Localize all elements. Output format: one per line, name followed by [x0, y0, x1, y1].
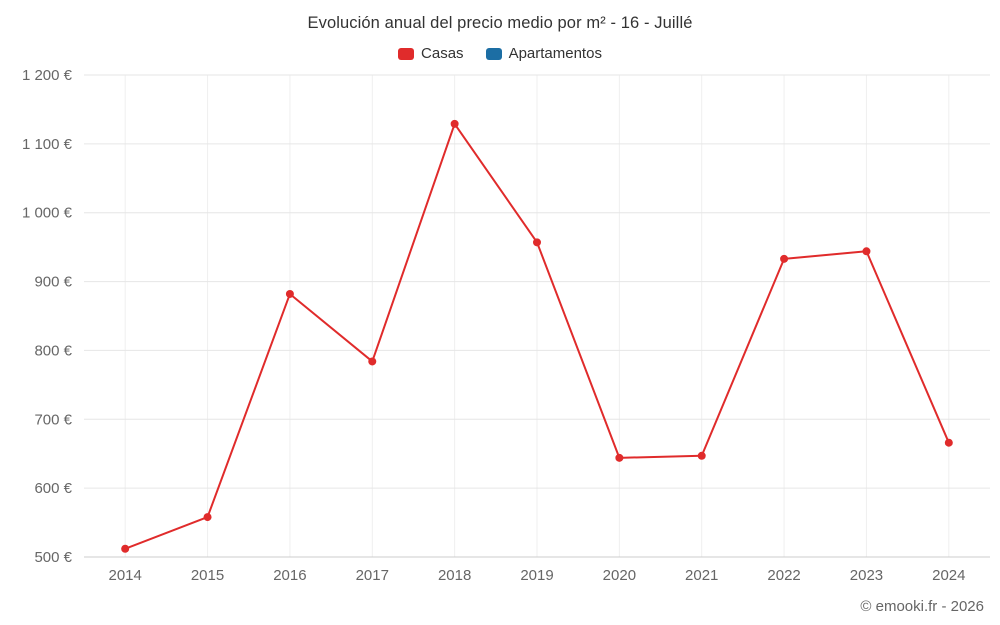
legend-label-casas: Casas — [421, 45, 464, 62]
y-axis-label: 800 € — [34, 342, 72, 359]
legend-swatch-casas — [398, 47, 415, 60]
data-point-casas[interactable] — [862, 247, 871, 256]
y-axis-label: 500 € — [34, 549, 72, 566]
data-point-casas[interactable] — [697, 451, 706, 460]
x-axis-label: 2014 — [108, 567, 141, 584]
x-axis-label: 2016 — [273, 567, 306, 584]
chart-credit: © emooki.fr - 2026 — [860, 598, 984, 615]
y-axis-label: 700 € — [34, 411, 72, 428]
x-axis-label: 2017 — [356, 567, 389, 584]
y-axis-label: 1 100 € — [22, 136, 73, 153]
data-point-casas[interactable] — [533, 238, 541, 247]
y-axis-label: 900 € — [34, 274, 72, 291]
x-axis-label: 2018 — [438, 567, 471, 584]
legend-item-casas[interactable]: Casas — [398, 45, 464, 62]
data-point-casas[interactable] — [285, 289, 294, 298]
data-point-casas[interactable] — [121, 544, 130, 553]
x-axis-label: 2022 — [767, 567, 800, 584]
y-axis-label: 600 € — [34, 480, 72, 497]
chart-title: Evolución anual del precio medio por m² … — [307, 14, 693, 32]
x-axis-label: 2024 — [932, 567, 965, 584]
data-point-casas[interactable] — [944, 438, 953, 447]
x-axis-label: 2023 — [850, 567, 883, 584]
data-point-casas[interactable] — [615, 453, 624, 462]
x-axis-label: 2019 — [520, 567, 553, 584]
legend-item-apartamentos[interactable]: Apartamentos — [485, 45, 602, 62]
legend-swatch-apartamentos — [485, 47, 502, 60]
data-point-casas[interactable] — [450, 119, 459, 128]
data-point-casas[interactable] — [203, 513, 212, 522]
legend-label-apartamentos: Apartamentos — [508, 45, 602, 62]
y-axis-label: 1 200 € — [22, 67, 73, 84]
chart-legend: Casas Apartamentos — [0, 45, 1000, 62]
x-axis-label: 2020 — [603, 567, 636, 584]
y-axis-label: 1 000 € — [22, 205, 73, 222]
x-axis-label: 2021 — [685, 567, 718, 584]
x-axis-label: 2015 — [191, 567, 224, 584]
data-point-casas[interactable] — [780, 254, 789, 263]
data-point-casas[interactable] — [368, 357, 377, 366]
